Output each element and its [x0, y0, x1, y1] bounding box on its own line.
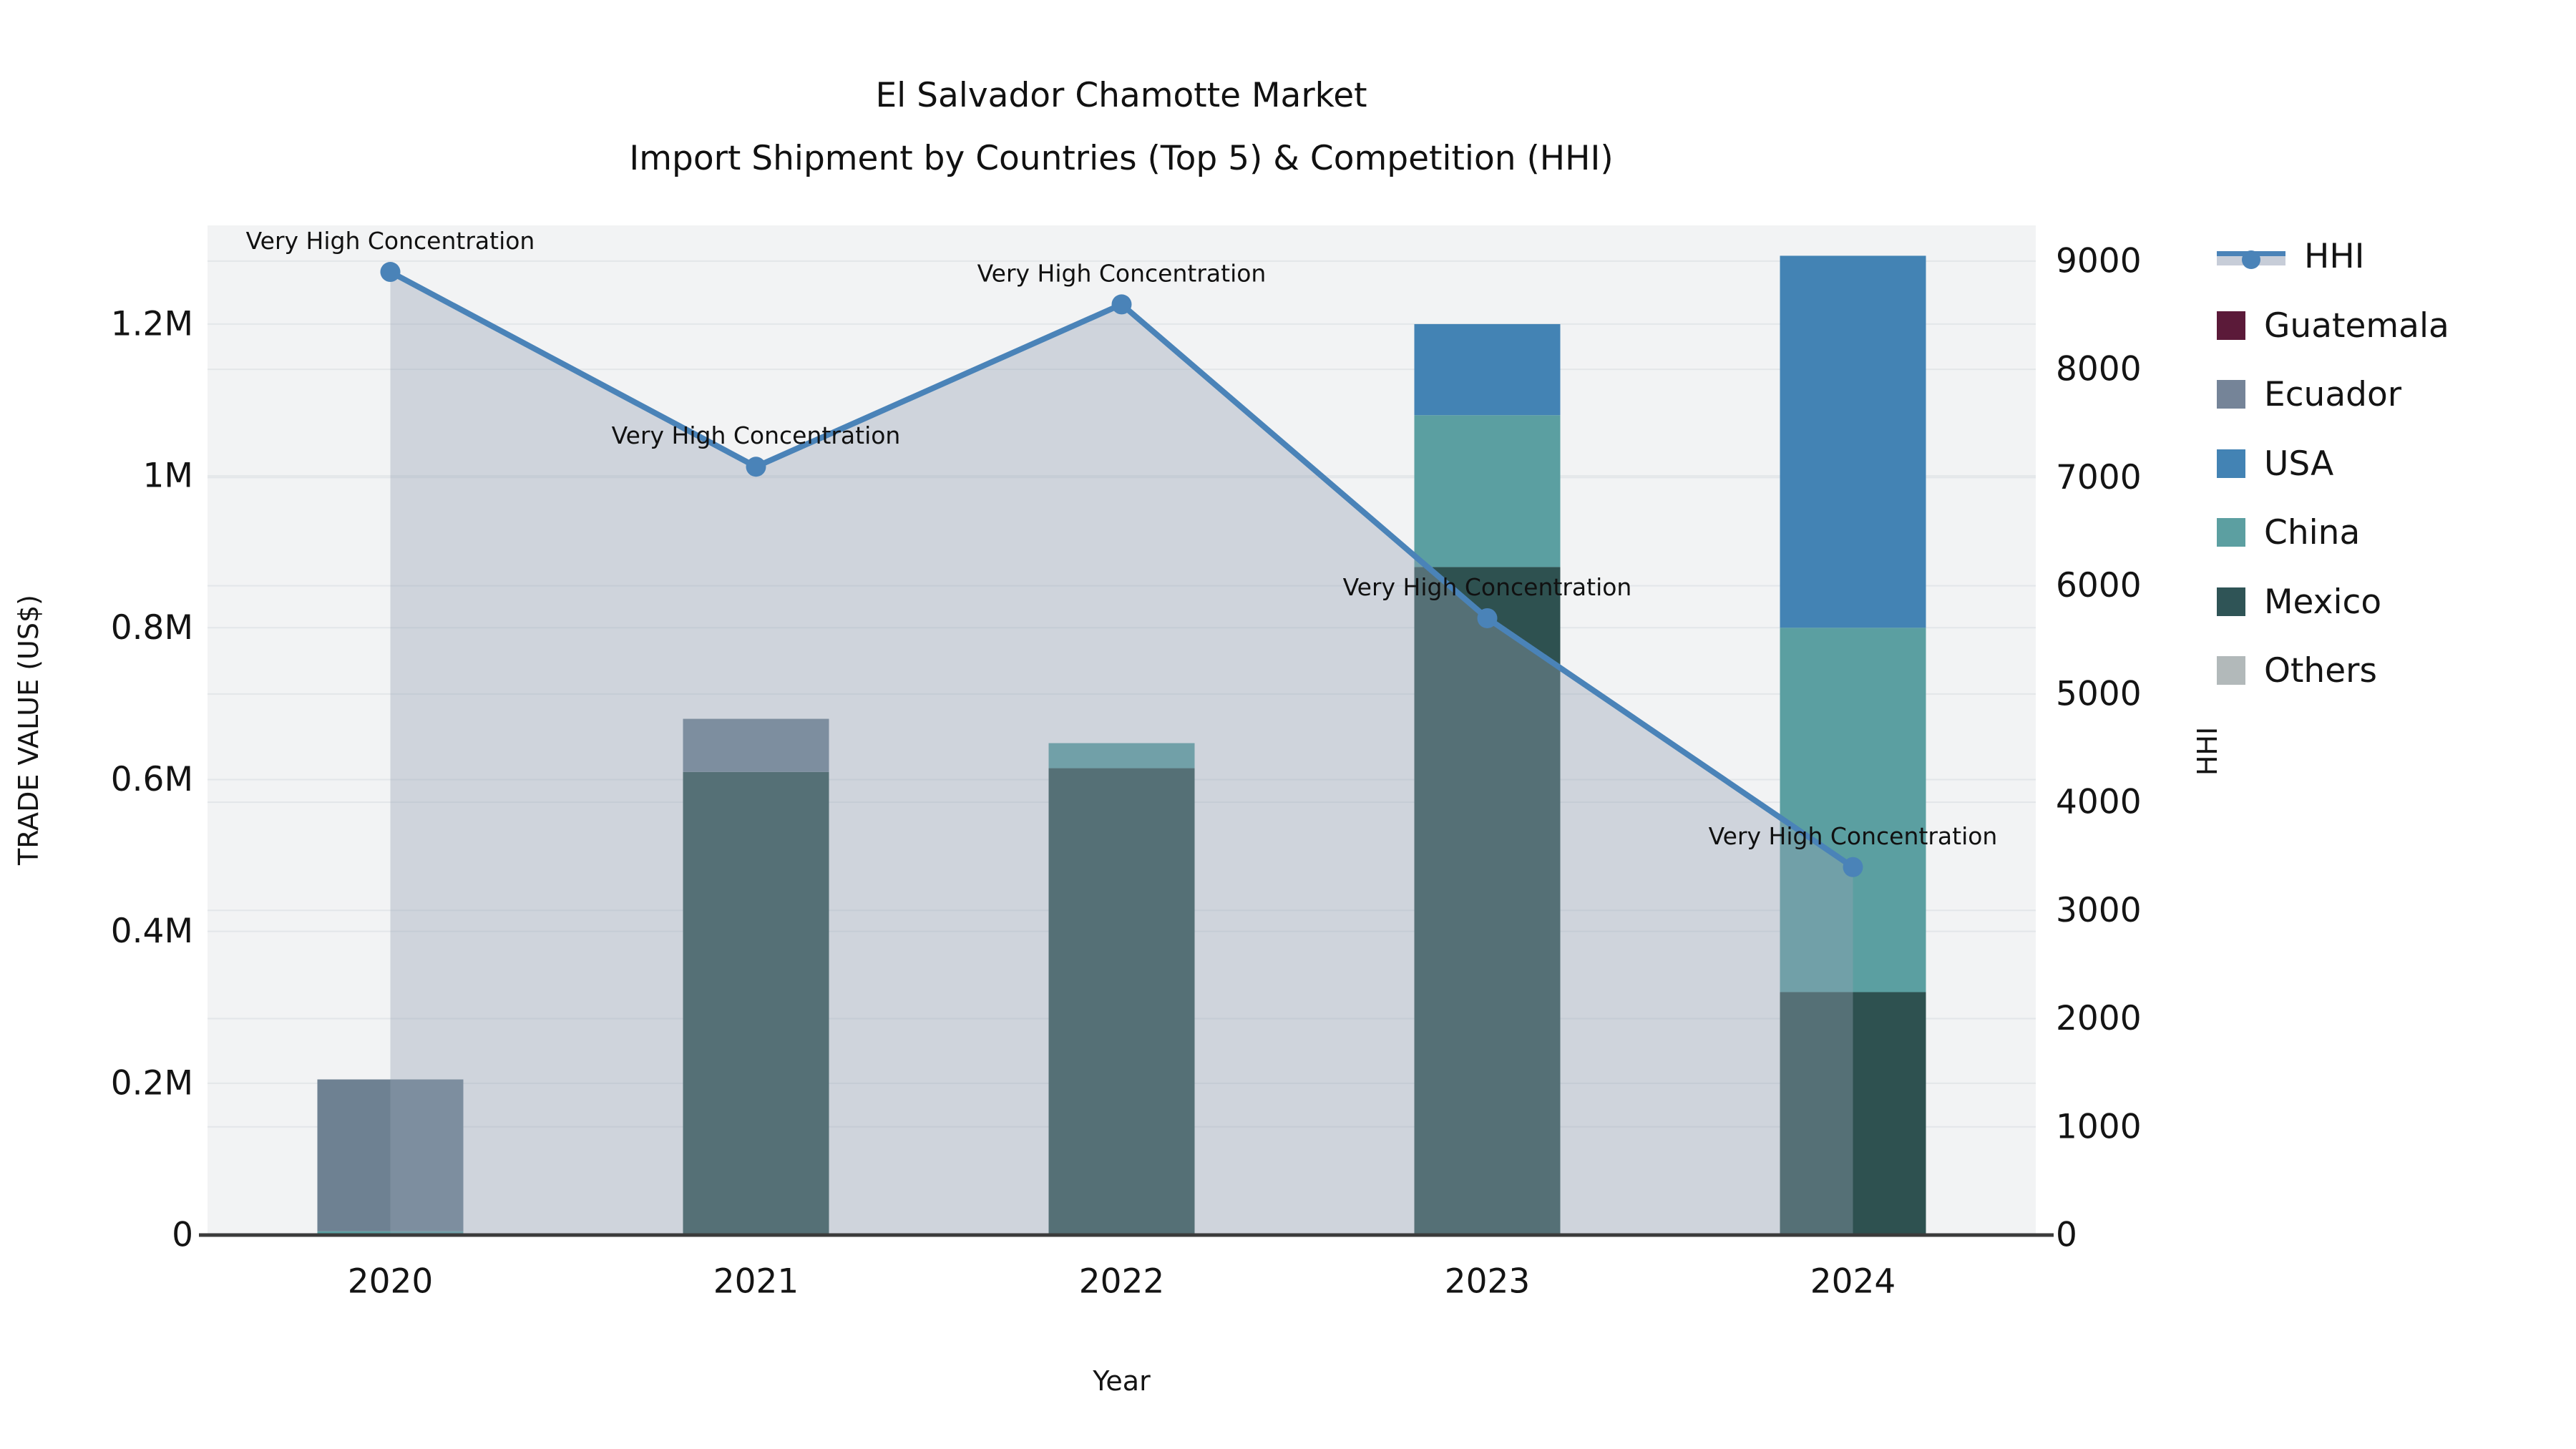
hhi-annotation-2021: Very High Concentration [612, 421, 901, 449]
x-axis-title: Year [1092, 1365, 1151, 1397]
legend-label-usa: USA [2264, 444, 2334, 484]
legend-hhi-marker-dot [2242, 250, 2260, 269]
right-axis-tick-7000: 7000 [2056, 458, 2142, 497]
bar-segment-china-2022 [1048, 743, 1195, 769]
hhi-point-2020 [380, 262, 401, 283]
right-axis-title: HHI [2192, 727, 2223, 776]
legend-label-guatemala: Guatemala [2264, 306, 2449, 346]
legend-item-china: China [2217, 512, 2360, 552]
bar-segment-china-2023 [1414, 415, 1561, 567]
legend-swatch-guatemala [2217, 311, 2245, 340]
legend-item-ecuador: Ecuador [2217, 374, 2401, 414]
x-axis-tick-2023: 2023 [1445, 1262, 1531, 1302]
legend-item-others: Others [2217, 650, 2377, 691]
bar-segment-usa-2024 [1780, 255, 1926, 628]
right-axis-tick-8000: 8000 [2056, 350, 2142, 389]
right-axis-tick-1000: 1000 [2056, 1107, 2142, 1146]
bar-segment-usa-2023 [1414, 323, 1561, 416]
hhi-point-2024 [1843, 857, 1863, 877]
legend-hhi-line-swatch [2217, 247, 2285, 269]
bar-segment-china-2024 [1780, 628, 1926, 992]
hhi-point-2023 [1477, 608, 1498, 628]
legend-item-mexico: Mexico [2217, 582, 2381, 622]
left-axis-tick-1.2M: 1.2M [111, 304, 193, 343]
legend-item-usa: USA [2217, 444, 2333, 484]
legend-label-china: China [2264, 512, 2361, 552]
legend-swatch-mexico [2217, 587, 2245, 616]
right-axis-tick-0: 0 [2056, 1216, 2077, 1255]
legend-label-others: Others [2264, 650, 2377, 691]
legend-swatch-usa [2217, 449, 2245, 478]
hhi-point-2022 [1111, 294, 1132, 315]
hhi-annotation-2022: Very High Concentration [977, 259, 1267, 287]
left-axis-title: TRADE VALUE (US$) [13, 595, 44, 866]
legend-swatch-ecuador [2217, 380, 2245, 409]
bar-segment-mexico-2023 [1414, 567, 1561, 1235]
chart-title-line-2: Import Shipment by Countries (Top 5) & C… [629, 139, 1614, 178]
bar-segment-ecuador-2020 [317, 1079, 464, 1231]
legend-item-hhi: HHI [2217, 236, 2365, 276]
right-axis-tick-6000: 6000 [2056, 566, 2142, 605]
hhi-annotation-2023: Very High Concentration [1343, 573, 1632, 601]
bar-segment-china-2020 [317, 1231, 464, 1235]
left-axis-tick-0.4M: 0.4M [111, 912, 193, 951]
right-axis-tick-9000: 9000 [2056, 241, 2142, 280]
left-axis-tick-0.8M: 0.8M [111, 608, 193, 648]
legend-label-mexico: Mexico [2264, 582, 2382, 622]
hhi-point-2021 [746, 457, 766, 477]
left-axis-tick-0.2M: 0.2M [111, 1063, 193, 1103]
left-axis-tick-1M: 1M [143, 457, 193, 496]
bar-segment-mexico-2021 [683, 771, 829, 1235]
x-axis-tick-2024: 2024 [1810, 1262, 1896, 1302]
legend-label-hhi: HHI [2304, 236, 2365, 276]
right-axis-tick-4000: 4000 [2056, 783, 2142, 822]
bar-segment-mexico-2024 [1780, 992, 1926, 1235]
chart-title-line-1: El Salvador Chamotte Market [875, 76, 1367, 115]
x-axis-tick-2022: 2022 [1079, 1262, 1165, 1302]
hhi-annotation-2024: Very High Concentration [1709, 822, 1998, 850]
x-axis-tick-2021: 2021 [713, 1262, 799, 1302]
legend-swatch-china [2217, 518, 2245, 547]
bar-segment-ecuador-2021 [683, 718, 829, 772]
x-axis-tick-2020: 2020 [348, 1262, 434, 1302]
hhi-area-fill [390, 272, 1853, 1235]
right-axis-tick-5000: 5000 [2056, 674, 2142, 713]
hhi-annotation-2020: Very High Concentration [246, 227, 535, 255]
left-axis-tick-0.6M: 0.6M [111, 760, 193, 799]
legend-item-guatemala: Guatemala [2217, 306, 2449, 346]
bar-segment-mexico-2022 [1048, 768, 1195, 1235]
right-axis-tick-2000: 2000 [2056, 999, 2142, 1038]
left-axis-tick-0: 0 [172, 1216, 193, 1255]
legend-swatch-others [2217, 656, 2245, 685]
legend-label-ecuador: Ecuador [2264, 374, 2402, 414]
right-axis-tick-3000: 3000 [2056, 891, 2142, 930]
